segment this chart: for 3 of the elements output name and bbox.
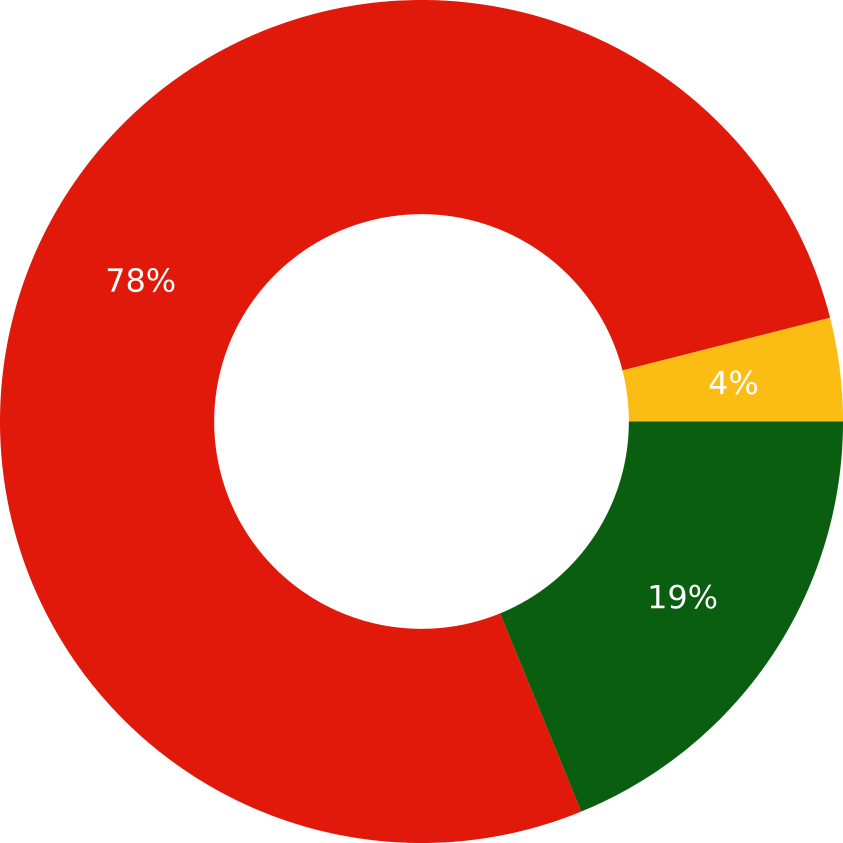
- data-label: 4%: [710, 370, 758, 395]
- data-label: 78%: [108, 268, 174, 292]
- data-label: 19%: [650, 584, 716, 609]
